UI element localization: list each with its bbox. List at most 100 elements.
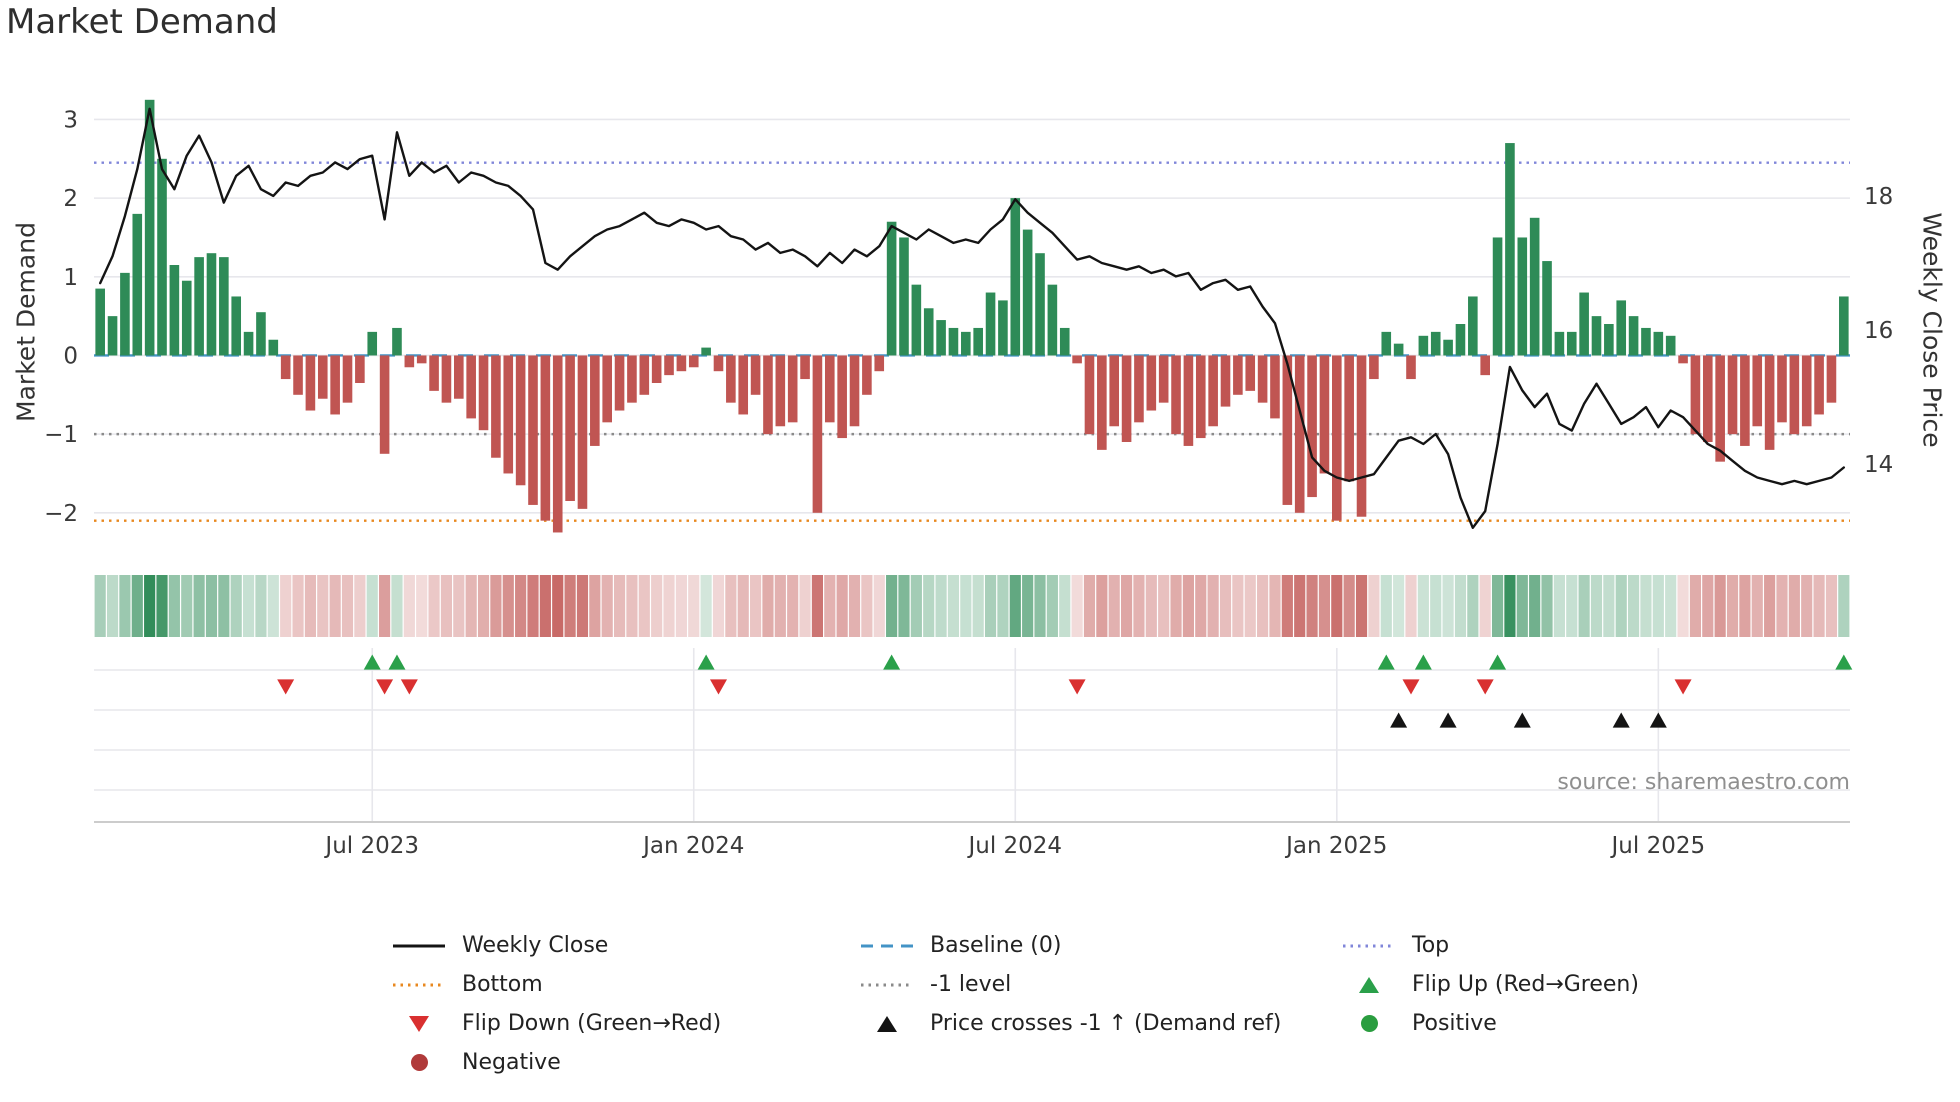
demand-bar [429,355,439,391]
heatmap-cell [1034,575,1046,637]
heatmap-cell [564,575,576,637]
heatmap-cell [1331,575,1343,637]
demand-bar [862,355,872,395]
legend-label: Flip Up (Red→Green) [1412,972,1639,997]
heatmap-cell [181,575,193,637]
demand-bar [231,296,242,356]
heatmap-cell [1219,575,1232,637]
demand-bar [1059,327,1070,356]
flip-up-marker [388,654,406,670]
demand-bar [107,316,118,356]
heatmap-cell [168,575,180,637]
dotted-swatch-icon [390,979,448,991]
heatmap-cell [1813,575,1825,637]
heatmap-cell [1603,575,1615,637]
demand-bar [1455,324,1466,356]
heatmap-cell [341,575,354,637]
tri-up-glyph [1359,976,1379,993]
heatmap-cell [1108,575,1120,637]
heatmap-cell [1702,575,1714,637]
demand-bar [1641,327,1651,356]
heatmap-cell [1739,575,1751,637]
demand-bar [1702,355,1713,442]
legend-item: Top [1340,933,1920,958]
demand-bar [454,355,464,399]
heatmap-cell [1454,575,1467,637]
heatmap-cell [552,575,564,637]
demand-bar [1319,355,1330,474]
demand-bar [1220,355,1231,407]
demand-bar [639,355,650,395]
page-title: Market Demand [6,2,278,42]
demand-bar [1777,355,1787,423]
demand-bar [775,355,786,427]
demand-bar [491,355,501,458]
heatmap-cell [391,575,403,637]
demand-bar [577,355,588,509]
legend-item: Negative [390,1050,858,1075]
demand-bar [837,355,847,439]
dotted-swatch-icon [858,979,916,991]
flip-up-marker [883,654,901,670]
x-tick-label: Jan 2024 [641,833,744,859]
price-cross-marker [1513,712,1531,728]
demand-bar [948,327,959,356]
demand-bar [1480,355,1490,376]
chart-legend: Weekly Close Baseline (0) Top Bottom -1 leve… [390,926,1920,1082]
tri-down-swatch-icon [390,1015,448,1032]
heatmap-cell [1677,575,1689,637]
source-credit: source: sharemaestro.com [1557,770,1850,795]
heatmap-cell [1553,575,1565,637]
heatmap-cell [416,575,428,637]
heatmap-cell [366,575,378,637]
demand-bar [503,355,514,474]
heatmap-cell [205,575,218,637]
demand-bar [763,355,773,435]
flip-up-marker [1377,654,1395,670]
demand-bar [1591,316,1602,356]
demand-bar [1789,355,1800,435]
heatmap-cell [1145,575,1157,637]
flip-up-marker [1835,654,1853,670]
heatmap-cell [1578,575,1590,637]
demand-bar [1529,217,1540,356]
event-markers [277,654,1853,728]
demand-bar [1134,355,1144,423]
demand-bar [1430,331,1441,356]
demand-bar [1035,253,1045,356]
heatmap-cell [774,575,786,637]
heatmap-cell [379,575,391,637]
heatmap-cell [1838,575,1850,637]
heatmap-cell [1306,575,1318,637]
heatmap-cell [119,575,131,637]
heatmap-cell [663,575,675,637]
demand-bar [194,257,204,356]
demand-bar [1332,355,1342,521]
heatmap-cell [861,575,873,637]
demand-bar [1109,355,1120,427]
demand-bar [602,355,612,423]
legend-item: Flip Up (Red→Green) [1340,972,1920,997]
circle-glyph [410,1054,428,1071]
heatmap-cell [1182,575,1194,637]
demand-bar [1294,355,1305,513]
demand-bar [1393,343,1404,356]
heatmap-cell [1158,575,1170,637]
left-tick-label: −1 [44,422,78,448]
legend-label: Flip Down (Green→Red) [462,1011,722,1036]
heatmap-cell [1059,575,1071,637]
heatmap-cell [910,575,922,637]
demand-bar [1356,355,1367,517]
demand-bar [1492,237,1503,356]
heatmap-cell [1281,575,1293,637]
demand-bar [701,347,711,356]
heatmap-cell [1665,575,1677,637]
heatmap-cell [1343,575,1355,637]
heatmap-cell [218,575,230,637]
heatmap-cell [1825,575,1838,637]
heatmap-cell [1491,575,1504,637]
heatmap-cell [1689,575,1702,637]
demand-bar [1616,300,1627,356]
heatmap-cell [1726,575,1739,637]
demand-bar [800,355,810,380]
